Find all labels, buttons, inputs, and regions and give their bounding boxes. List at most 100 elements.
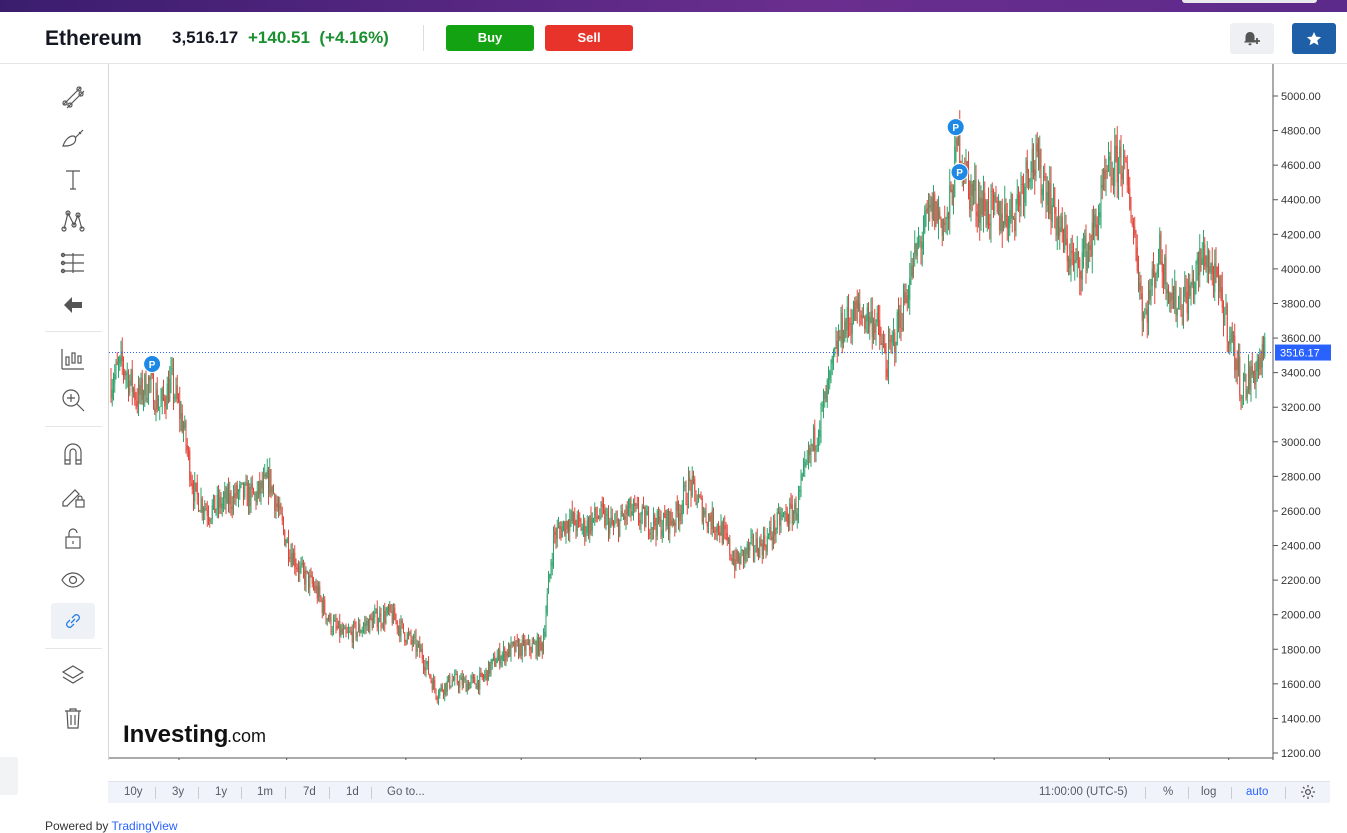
chart-canvas[interactable]: P P P 5000.00 4800.00 4600.00 4400.00 4200.00 4… <box>109 64 1331 779</box>
candle-body <box>670 511 672 521</box>
candle-body <box>590 516 592 532</box>
candle-body <box>818 437 819 445</box>
candle-body <box>158 407 159 410</box>
candle-body <box>116 362 118 365</box>
position-marker[interactable]: P <box>946 118 965 137</box>
candle-body <box>209 519 211 521</box>
candle-body <box>150 372 152 381</box>
candle-body <box>824 391 826 400</box>
bar-divider <box>1231 787 1232 799</box>
magnet-tool[interactable] <box>51 436 95 472</box>
candle-body <box>388 607 389 612</box>
trend-line-tool[interactable] <box>51 79 95 115</box>
candle-body <box>411 640 413 645</box>
candle-body <box>710 520 712 529</box>
position-marker[interactable]: P <box>950 163 969 182</box>
candle-body <box>951 189 953 205</box>
range-3y[interactable]: 3y <box>172 786 185 798</box>
candle-body <box>499 649 501 665</box>
candle-body <box>803 466 804 475</box>
candle-body <box>768 535 769 537</box>
goto-button[interactable]: Go to... <box>387 786 425 798</box>
candle-body <box>333 621 334 632</box>
zoom-tool[interactable] <box>51 382 95 418</box>
candle-body <box>944 222 946 225</box>
layers-tool[interactable] <box>51 658 95 694</box>
candle-body <box>931 197 933 219</box>
pattern-tool[interactable] <box>51 203 95 239</box>
unlock-tool[interactable] <box>51 520 95 556</box>
link-tool[interactable] <box>51 603 95 639</box>
visibility-tool[interactable] <box>51 562 95 598</box>
candle-body <box>1138 271 1139 291</box>
candle-body <box>114 374 116 384</box>
candle-body <box>415 636 417 652</box>
fib-tool[interactable] <box>51 245 95 281</box>
candle-body <box>1168 289 1169 303</box>
candle-body <box>314 585 316 591</box>
candle-body <box>1111 178 1113 180</box>
candle-body <box>381 624 383 626</box>
candle-body <box>535 642 537 656</box>
brush-tool[interactable] <box>51 120 95 156</box>
candle-body <box>673 522 674 525</box>
log-toggle[interactable]: log <box>1201 786 1217 798</box>
range-7d[interactable]: 7d <box>303 786 316 798</box>
bell-plus-icon <box>1244 31 1260 45</box>
position-marker-dot <box>946 118 965 137</box>
candle-body <box>218 494 219 508</box>
candle-body <box>463 679 464 686</box>
auto-toggle[interactable]: auto <box>1246 786 1269 798</box>
back-tool[interactable] <box>51 287 95 323</box>
candle-body <box>1108 159 1109 172</box>
candle-body <box>539 637 541 656</box>
candle-body <box>1126 161 1128 185</box>
candle-body <box>380 612 382 625</box>
range-1y[interactable]: 1y <box>215 786 228 798</box>
candle-body <box>515 640 517 652</box>
candle-body <box>520 643 522 657</box>
time-display[interactable]: 11:00:00 (UTC-5) <box>1039 786 1128 798</box>
candle-body <box>1146 309 1148 323</box>
candle-body <box>544 631 546 637</box>
position-marker[interactable]: P <box>143 354 162 373</box>
candle-body <box>354 623 356 625</box>
range-1m[interactable]: 1m <box>257 786 273 798</box>
candle-body <box>543 636 544 653</box>
add-favorite-button[interactable] <box>1292 23 1336 54</box>
candle-body <box>530 649 532 653</box>
candle-body <box>430 676 432 681</box>
candle-body <box>830 363 832 372</box>
candle-body <box>925 208 927 211</box>
candle-body <box>248 486 249 507</box>
delete-tool[interactable] <box>51 700 95 736</box>
text-tool[interactable] <box>51 162 95 198</box>
price-chart[interactable]: P P P 5000.00 4800.00 4600.00 4400.00 4200.00 4… <box>108 64 1331 779</box>
sell-button[interactable]: Sell <box>545 25 633 51</box>
candle-body <box>1190 285 1192 297</box>
candle-body <box>249 486 251 507</box>
candle-body <box>435 689 437 698</box>
range-10y[interactable]: 10y <box>124 786 143 798</box>
candle-body <box>788 523 789 525</box>
tradingview-link[interactable]: TradingView <box>111 819 178 833</box>
candle-body <box>399 626 401 637</box>
candle-body <box>228 487 229 505</box>
add-alert-button[interactable] <box>1230 23 1274 54</box>
candle-body <box>268 470 269 494</box>
measure-tool[interactable] <box>51 341 95 377</box>
candle-body <box>1119 146 1121 158</box>
candle-body <box>189 450 191 481</box>
range-1d[interactable]: 1d <box>346 786 359 798</box>
y-axis-panel[interactable] <box>1273 64 1331 760</box>
candle-body <box>881 342 883 345</box>
buy-button[interactable]: Buy <box>446 25 534 51</box>
link-icon <box>66 614 80 628</box>
candle-body <box>186 445 188 451</box>
candle-body <box>855 300 857 321</box>
lock-drawings-tool[interactable] <box>51 478 95 514</box>
candle-body <box>1076 251 1078 261</box>
gear-icon <box>1301 785 1315 799</box>
percent-toggle[interactable]: % <box>1163 786 1174 798</box>
chart-settings-button[interactable] <box>1300 784 1316 803</box>
